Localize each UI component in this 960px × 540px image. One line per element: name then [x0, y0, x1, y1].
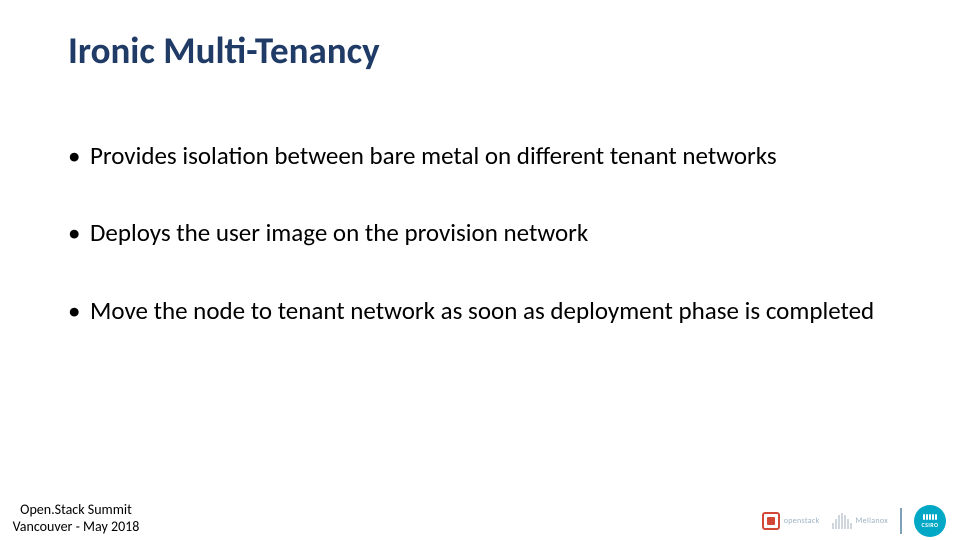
footer: Open.Stack Summit Vancouver - May 2018 o…: [0, 502, 960, 540]
csiro-logo: CSIRO: [914, 505, 946, 537]
footer-separator: [900, 508, 902, 534]
footer-logos: openstack Mellanox CSIRO: [762, 506, 946, 536]
csiro-icon: [923, 514, 937, 520]
bullet-item: Deploys the user image on the provision …: [68, 217, 900, 248]
bullet-item: Provides isolation between bare metal on…: [68, 140, 900, 171]
bullet-item: Move the node to tenant network as soon …: [68, 295, 900, 326]
mellanox-logo: Mellanox: [832, 513, 888, 529]
openstack-label: openstack: [784, 516, 820, 526]
event-line1: Open.Stack Summit: [0, 502, 152, 519]
bullet-list: Provides isolation between bare metal on…: [68, 140, 900, 372]
event-caption: Open.Stack Summit Vancouver - May 2018: [0, 500, 152, 540]
slide: Ironic Multi-Tenancy Provides isolation …: [0, 0, 960, 540]
openstack-icon: [762, 512, 780, 530]
mellanox-label: Mellanox: [856, 516, 888, 526]
event-line2: Vancouver - May 2018: [0, 519, 152, 536]
csiro-label: CSIRO: [922, 521, 939, 529]
slide-title: Ironic Multi-Tenancy: [68, 28, 380, 73]
mellanox-icon: [832, 513, 852, 529]
openstack-logo: openstack: [762, 512, 820, 530]
